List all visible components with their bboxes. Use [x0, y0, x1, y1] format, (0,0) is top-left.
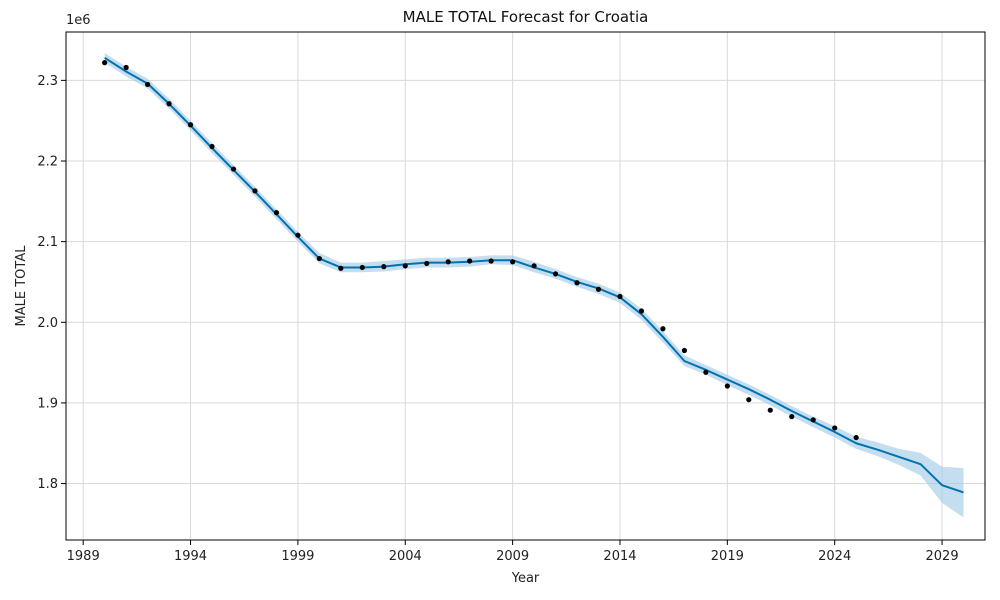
x-tick-label: 1989 — [67, 549, 100, 564]
observed-points-layer — [102, 60, 859, 441]
observed-point — [832, 425, 838, 431]
observed-point — [767, 407, 773, 413]
observed-point — [187, 122, 194, 128]
observed-point — [617, 293, 623, 300]
observed-point — [359, 264, 365, 271]
y-tick-label: 2.3 — [37, 74, 58, 89]
chart-title: MALE TOTAL Forecast for Croatia — [403, 8, 649, 26]
x-tick-label: 1999 — [281, 549, 314, 564]
observed-point — [488, 258, 494, 264]
y-tick-label: 2.2 — [37, 155, 58, 170]
x-axis-ticks: 1989 1994 1999 2004 2009 2014 2019 2024 2029 — [67, 540, 959, 564]
x-tick-label: 2019 — [711, 549, 744, 564]
y-tick-label: 1.8 — [37, 477, 58, 492]
observed-point — [552, 271, 559, 277]
observed-point — [295, 232, 301, 238]
y-tick-label: 2.1 — [37, 235, 58, 250]
x-tick-label: 2004 — [389, 549, 422, 564]
x-tick-label: 2009 — [496, 549, 529, 564]
observed-point — [531, 263, 537, 269]
observed-point — [703, 369, 709, 375]
observed-point — [102, 60, 108, 66]
observed-point — [381, 264, 387, 270]
observed-point — [746, 397, 752, 403]
observed-point — [574, 280, 580, 286]
observed-point — [316, 255, 322, 262]
observed-point — [209, 143, 215, 150]
observed-point — [123, 64, 129, 71]
observed-point — [853, 434, 859, 441]
x-tick-label: 2024 — [818, 549, 851, 564]
observed-point — [338, 265, 344, 271]
observed-point — [681, 347, 687, 354]
observed-point — [252, 188, 258, 194]
grid — [66, 32, 985, 540]
y-tick-label: 1.9 — [37, 396, 58, 411]
y-axis-title: MALE TOTAL — [14, 245, 29, 327]
observed-point — [789, 414, 795, 420]
y-axis-offset-label: 1e6 — [66, 13, 91, 28]
x-tick-label: 1994 — [174, 549, 207, 564]
observed-point — [273, 210, 280, 216]
x-tick-label: 2029 — [926, 549, 959, 564]
observed-point — [510, 259, 516, 265]
observed-point — [144, 81, 151, 88]
x-tick-label: 2014 — [603, 549, 636, 564]
observed-point — [445, 259, 451, 265]
observed-point — [467, 258, 473, 264]
y-axis-ticks: 1.8 1.9 2.0 2.1 2.2 2.3 — [37, 74, 66, 492]
observed-point — [810, 417, 816, 423]
y-tick-label: 2.0 — [37, 316, 58, 331]
observed-point — [724, 383, 730, 389]
observed-point — [230, 166, 237, 172]
observed-point — [424, 260, 430, 267]
observed-point — [402, 263, 408, 269]
observed-point — [595, 286, 602, 292]
observed-point — [638, 308, 645, 314]
plot-frame — [65, 31, 986, 541]
x-axis-title: Year — [511, 571, 540, 586]
observed-point — [660, 326, 666, 332]
observed-point — [166, 101, 172, 107]
